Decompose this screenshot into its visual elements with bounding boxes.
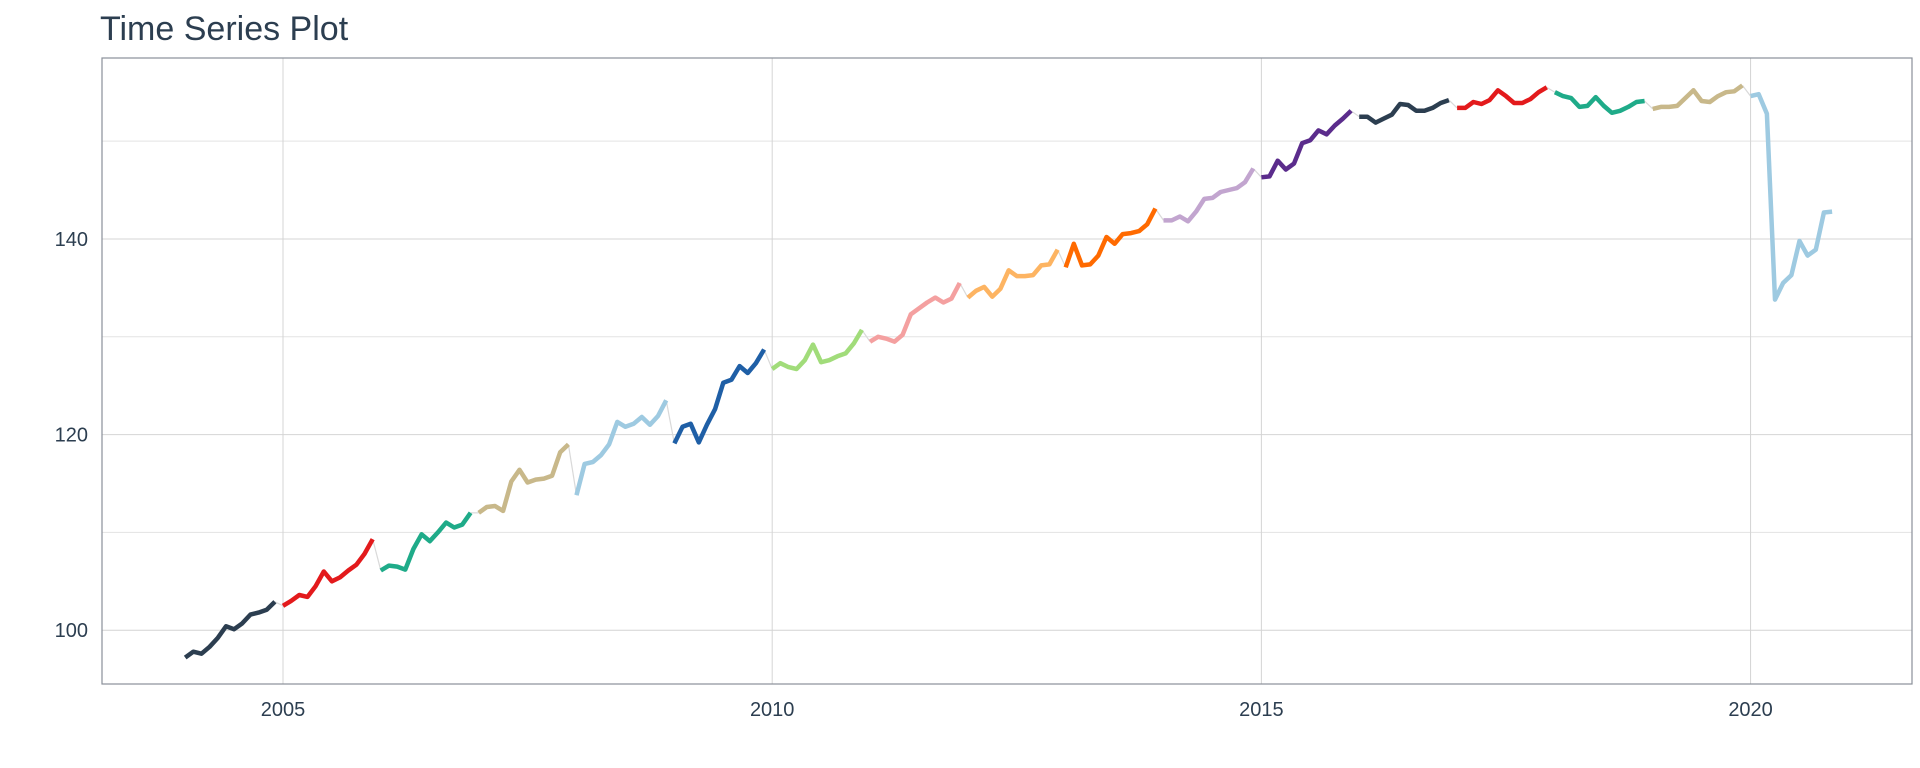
series-connector — [567, 444, 578, 496]
series-connector — [959, 282, 969, 298]
series-line — [477, 442, 570, 515]
series-connector — [1448, 99, 1458, 109]
series-connector — [1350, 110, 1360, 118]
x-tick-label: 2020 — [1728, 699, 1773, 721]
series-line — [1652, 83, 1744, 112]
series-line — [1063, 207, 1158, 269]
series-line — [574, 399, 669, 496]
series-line — [770, 328, 864, 372]
series-line — [1359, 97, 1450, 125]
y-tick-label: 100 — [55, 620, 88, 642]
series-line — [1553, 90, 1645, 116]
x-tick-label: 2005 — [261, 699, 306, 721]
series-connector — [274, 601, 284, 607]
series-line — [1457, 85, 1548, 111]
series-line — [868, 281, 962, 344]
gridlines — [102, 58, 1912, 684]
y-tick-label: 140 — [55, 229, 88, 251]
connector-lines — [274, 85, 1752, 607]
series-line — [1261, 109, 1353, 180]
series-line — [672, 348, 767, 445]
axis-labels: 2005 2010 2015 2020 100 120 140 — [55, 229, 1773, 721]
series-connector — [1741, 85, 1752, 97]
series-line — [1163, 167, 1256, 224]
series-line — [183, 600, 277, 660]
series-connector — [763, 349, 773, 370]
series-line — [1750, 91, 1833, 302]
series-connector — [665, 400, 675, 444]
chart-title: Time Series Plot — [100, 10, 349, 48]
series-connector — [1546, 86, 1556, 93]
plot-panel-border — [101, 57, 1913, 685]
series-connector — [372, 539, 382, 571]
series-line — [966, 248, 1060, 300]
series-line — [281, 538, 375, 608]
series-line — [379, 511, 473, 573]
x-tick-label: 2015 — [1239, 699, 1284, 721]
series-connector — [1644, 100, 1654, 110]
y-tick-label: 120 — [55, 425, 88, 447]
x-tick-label: 2010 — [750, 699, 795, 721]
series-lines — [183, 83, 1833, 660]
